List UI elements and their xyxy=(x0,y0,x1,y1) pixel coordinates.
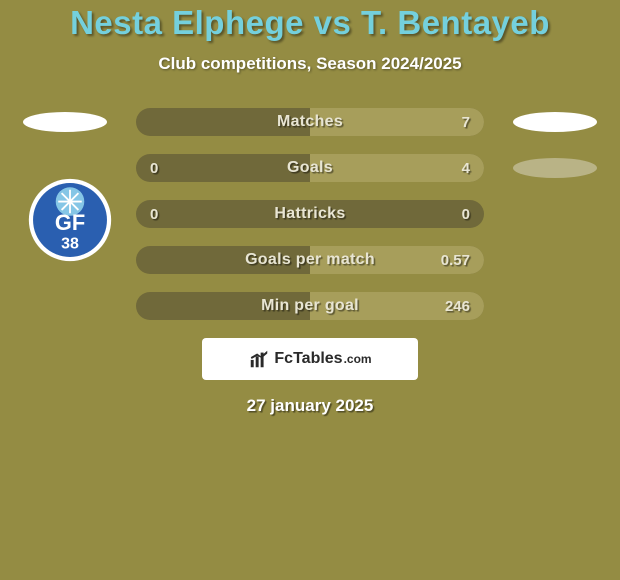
stat-right-slot xyxy=(490,200,620,228)
badge-bottom-text: 38 xyxy=(61,236,79,253)
stat-left-slot xyxy=(0,108,130,136)
player-pill-left xyxy=(23,112,107,132)
brand-tld: .com xyxy=(344,352,372,366)
stat-row: Matches 7 xyxy=(0,108,620,136)
stat-label: Min per goal xyxy=(261,297,359,315)
brand-text: FcTables.com xyxy=(274,350,371,368)
stat-right-slot xyxy=(490,292,620,320)
stat-bar: Matches 7 xyxy=(136,108,484,136)
stat-right-slot xyxy=(490,108,620,136)
subtitle: Club competitions, Season 2024/2025 xyxy=(0,54,620,74)
stat-label: Hattricks xyxy=(274,205,345,223)
stat-right-slot xyxy=(490,154,620,182)
brand-logo[interactable]: FcTables.com xyxy=(202,338,418,380)
stat-row: Min per goal 246 xyxy=(0,292,620,320)
player-pill-right xyxy=(513,112,597,132)
stat-label: Matches xyxy=(277,113,343,131)
stat-value-left: 0 xyxy=(150,206,158,223)
stat-value-right: 7 xyxy=(462,114,470,131)
stat-value-left: 0 xyxy=(150,160,158,177)
stat-right-slot xyxy=(490,246,620,274)
stat-label: Goals per match xyxy=(245,251,375,269)
stat-value-right: 0.57 xyxy=(441,252,470,269)
badge-top-text: GF xyxy=(55,210,85,235)
stat-bar: 0 Goals 4 xyxy=(136,154,484,182)
snapshot-date: 27 january 2025 xyxy=(0,396,620,416)
brand-name: FcTables xyxy=(274,350,342,368)
stat-bar: 0 Hattricks 0 xyxy=(136,200,484,228)
bar-chart-icon xyxy=(248,348,270,370)
page-title: Nesta Elphege vs T. Bentayeb xyxy=(0,4,620,42)
stat-bar: Min per goal 246 xyxy=(136,292,484,320)
stat-fill-right xyxy=(310,154,484,182)
stat-value-right: 0 xyxy=(462,206,470,223)
comparison-card: Nesta Elphege vs T. Bentayeb Club compet… xyxy=(0,0,620,580)
stat-label: Goals xyxy=(287,159,333,177)
stat-bar: Goals per match 0.57 xyxy=(136,246,484,274)
stat-value-right: 4 xyxy=(462,160,470,177)
club-badge: GF 38 xyxy=(28,178,112,262)
player-pill-right xyxy=(513,158,597,178)
stat-value-right: 246 xyxy=(445,298,470,315)
stat-left-slot xyxy=(0,292,130,320)
